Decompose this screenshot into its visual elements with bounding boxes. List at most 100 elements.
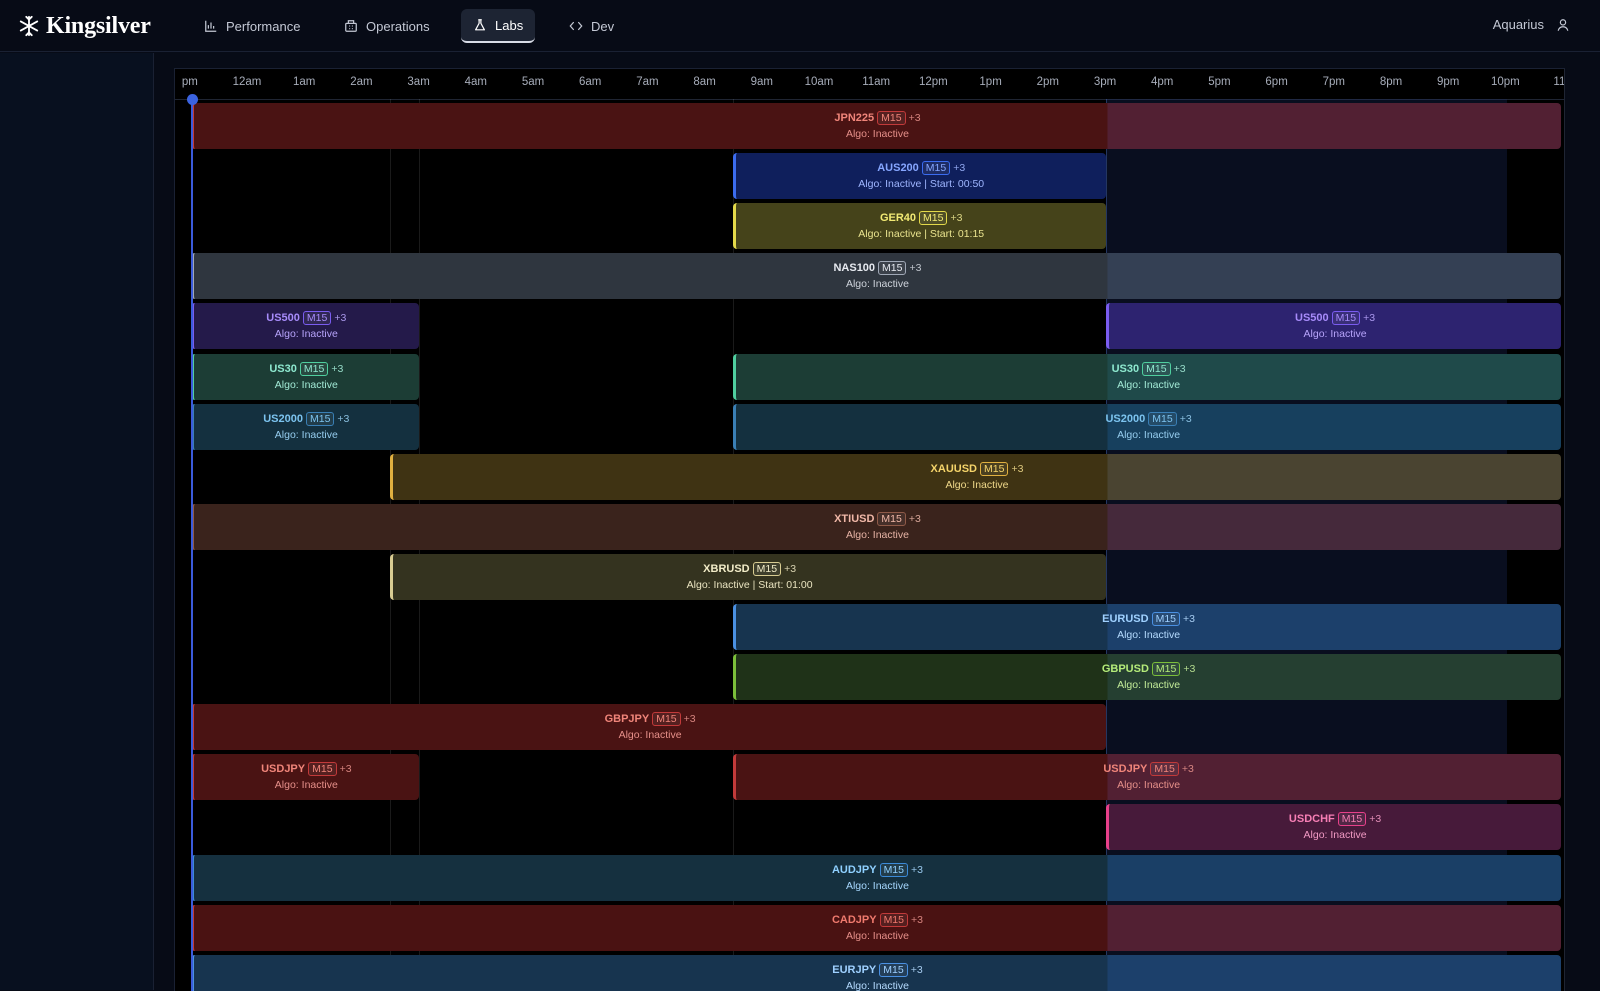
time-tick-label: 4pm [1151, 76, 1174, 88]
extra-timeframes-count: +3 [911, 863, 923, 876]
timeframe-badge: M15 [305, 411, 335, 426]
nav-tab-performance[interactable]: Performance [192, 9, 312, 43]
session-bar-title: USDCHF M15 +3 [1289, 812, 1382, 827]
time-tick-label: 6pm [1265, 76, 1288, 88]
session-bar-title: XBRUSD M15 +3 [703, 561, 796, 576]
brand[interactable]: Kingsilver [18, 11, 151, 41]
algo-status: Algo: Inactive | Start: 00:50 [858, 178, 985, 191]
algo-status: Algo: Inactive [274, 428, 338, 441]
nav-tab-label: Operations [366, 18, 430, 34]
nav-tab-label: Performance [226, 18, 301, 34]
extra-timeframes-count: +3 [1183, 663, 1196, 676]
symbol-label: XAUUSD [930, 462, 977, 475]
algo-status: Algo: Inactive | Start: 01:00 [686, 578, 813, 591]
time-tick-label: 1pm [979, 76, 1002, 88]
session-bar-us500[interactable]: US500 M15 +3 Algo: Inactive [191, 303, 419, 350]
timeframe-badge: M15 [1151, 662, 1181, 677]
extra-timeframes-count: +3 [1173, 362, 1186, 375]
session-bar-jpn225[interactable]: JPN225 M15 +3 Algo: Inactive [191, 103, 1561, 149]
session-bar-us500[interactable]: US500 M15 +3 Algo: Inactive [1106, 303, 1561, 350]
symbol-label: US2000 [263, 412, 303, 425]
session-bar-usdjpy[interactable]: USDJPY M15 +3 Algo: Inactive [733, 754, 1561, 801]
session-bar-xauusd[interactable]: XAUUSD M15 +3 Algo: Inactive [390, 453, 1561, 500]
session-bar-gbpusd[interactable]: GBPUSD M15 +3 Algo: Inactive [733, 654, 1561, 701]
session-bar-nas100[interactable]: NAS100 M15 +3 Algo: Inactive [191, 253, 1561, 300]
session-bar-title: USDJPY M15 +3 [1103, 762, 1194, 777]
symbol-label: XTIUSD [834, 512, 875, 525]
nav-tab-labs[interactable]: Labs [461, 9, 536, 43]
current-time-handle[interactable] [187, 94, 198, 105]
extra-timeframes-count: +3 [1369, 813, 1382, 826]
time-tick-label: 5am [521, 76, 545, 88]
building-icon [345, 20, 357, 32]
timeframe-badge: M15 [652, 712, 681, 727]
time-tick-label: 11am [862, 76, 891, 88]
extra-timeframes-count: +3 [908, 512, 921, 525]
session-bar-eurusd[interactable]: EURUSD M15 +3 Algo: Inactive [733, 604, 1561, 650]
nav-tab-label: Dev [591, 18, 615, 34]
session-bar-title: JPN225 M15 +3 [834, 111, 921, 125]
session-bar-title: NAS100 M15 +3 [833, 261, 921, 276]
timeframe-badge: M15 [308, 762, 337, 777]
extra-timeframes-count: +3 [1011, 462, 1024, 475]
time-tick-label: pm [181, 76, 198, 88]
session-bar-usdchf[interactable]: USDCHF M15 +3 Algo: Inactive [1106, 804, 1561, 851]
session-bar-us2000[interactable]: US2000 M15 +3 Algo: Inactive [191, 403, 419, 450]
algo-status: Algo: Inactive [845, 528, 909, 541]
nav-tab-operations[interactable]: Operations [332, 9, 442, 43]
session-bar-aus200[interactable]: AUS200 M15 +3 Algo: Inactive | Start: 00:50 [733, 153, 1107, 200]
session-bar-gbpjpy[interactable]: GBPJPY M15 +3 Algo: Inactive [191, 704, 1107, 751]
timeframe-badge: M15 [877, 111, 906, 125]
user-menu[interactable]: Aquarius [1493, 17, 1570, 32]
session-bar-cadjpy[interactable]: CADJPY M15 +3 Algo: Inactive [191, 904, 1561, 951]
algo-status: Algo: Inactive [845, 128, 909, 140]
session-bar-us30[interactable]: US30 M15 +3 Algo: Inactive [191, 353, 419, 400]
session-bar-eurjpy[interactable]: EURJPY M15 +3 Algo: Inactive [191, 954, 1561, 991]
algo-status: Algo: Inactive [1117, 428, 1181, 441]
nav-tab-dev[interactable]: Dev [557, 9, 626, 43]
code-icon [569, 21, 583, 31]
extra-timeframes-count: +3 [1181, 763, 1194, 776]
algo-status: Algo: Inactive [945, 478, 1009, 491]
session-bar-title: US500 M15 +3 [266, 311, 346, 326]
time-tick-label: 9am [750, 76, 773, 88]
timeline-end-divider [1564, 69, 1565, 991]
extra-timeframes-count: +3 [683, 713, 696, 726]
algo-status: Algo: Inactive [274, 378, 338, 391]
session-bar-title: US2000 M15 +3 [263, 411, 349, 426]
session-bar-title: US30 M15 +3 [1112, 361, 1186, 376]
session-bar-ger40[interactable]: GER40 M15 +3 Algo: Inactive | Start: 01:15 [733, 203, 1107, 250]
session-timeline: pm 12am 1am 2am 3am 4am 5am 6am 7am 8am 9am 10am 11a… [174, 68, 1565, 991]
time-tick-label: 9pm [1437, 76, 1460, 88]
session-bar-usdjpy[interactable]: USDJPY M15 +3 Algo: Inactive [191, 754, 419, 801]
symbol-label: US500 [1295, 312, 1329, 325]
extra-timeframes-count: +3 [911, 913, 923, 926]
session-bar-us30[interactable]: US30 M15 +3 Algo: Inactive [733, 353, 1561, 400]
session-bar-xbrusd[interactable]: XBRUSD M15 +3 Algo: Inactive | Start: 01:00 [390, 553, 1107, 600]
session-bar-xtiusd[interactable]: XTIUSD M15 +3 Algo: Inactive [191, 503, 1561, 550]
symbol-label: AUS200 [877, 162, 919, 175]
timeline-grid: JPN225 M15 +3 Algo: Inactive AUS200 M15 +3 Algo… [187, 94, 1562, 991]
extra-timeframes-count: +3 [331, 362, 344, 375]
time-tick-label: 1am [293, 76, 316, 88]
time-tick-label: 8pm [1379, 76, 1403, 88]
extra-timeframes-count: +3 [339, 763, 352, 776]
session-bar-title: EURJPY M15 +3 [832, 962, 923, 977]
symbol-label: EURJPY [832, 963, 877, 976]
symbol-label: AUDJPY [831, 863, 877, 876]
time-tick-label: 4am [464, 76, 487, 88]
extra-timeframes-count: +3 [950, 212, 963, 225]
algo-status: Algo: Inactive | Start: 01:15 [858, 228, 985, 241]
session-bar-title: AUDJPY M15 +3 [831, 862, 923, 877]
timeframe-badge: M15 [1337, 812, 1367, 827]
timeframe-badge: M15 [302, 311, 332, 326]
user-name: Aquarius [1492, 17, 1544, 32]
right-gutter [1564, 53, 1600, 990]
session-bar-title: EURUSD M15 +3 [1102, 612, 1195, 626]
extra-timeframes-count: +3 [910, 963, 923, 976]
timeframe-badge: M15 [879, 912, 908, 927]
session-bar-title: US500 M15 +3 [1295, 311, 1375, 326]
session-bar-audjpy[interactable]: AUDJPY M15 +3 Algo: Inactive [191, 854, 1561, 901]
time-tick-label: 10am [804, 76, 834, 88]
session-bar-us2000[interactable]: US2000 M15 +3 Algo: Inactive [733, 403, 1561, 450]
